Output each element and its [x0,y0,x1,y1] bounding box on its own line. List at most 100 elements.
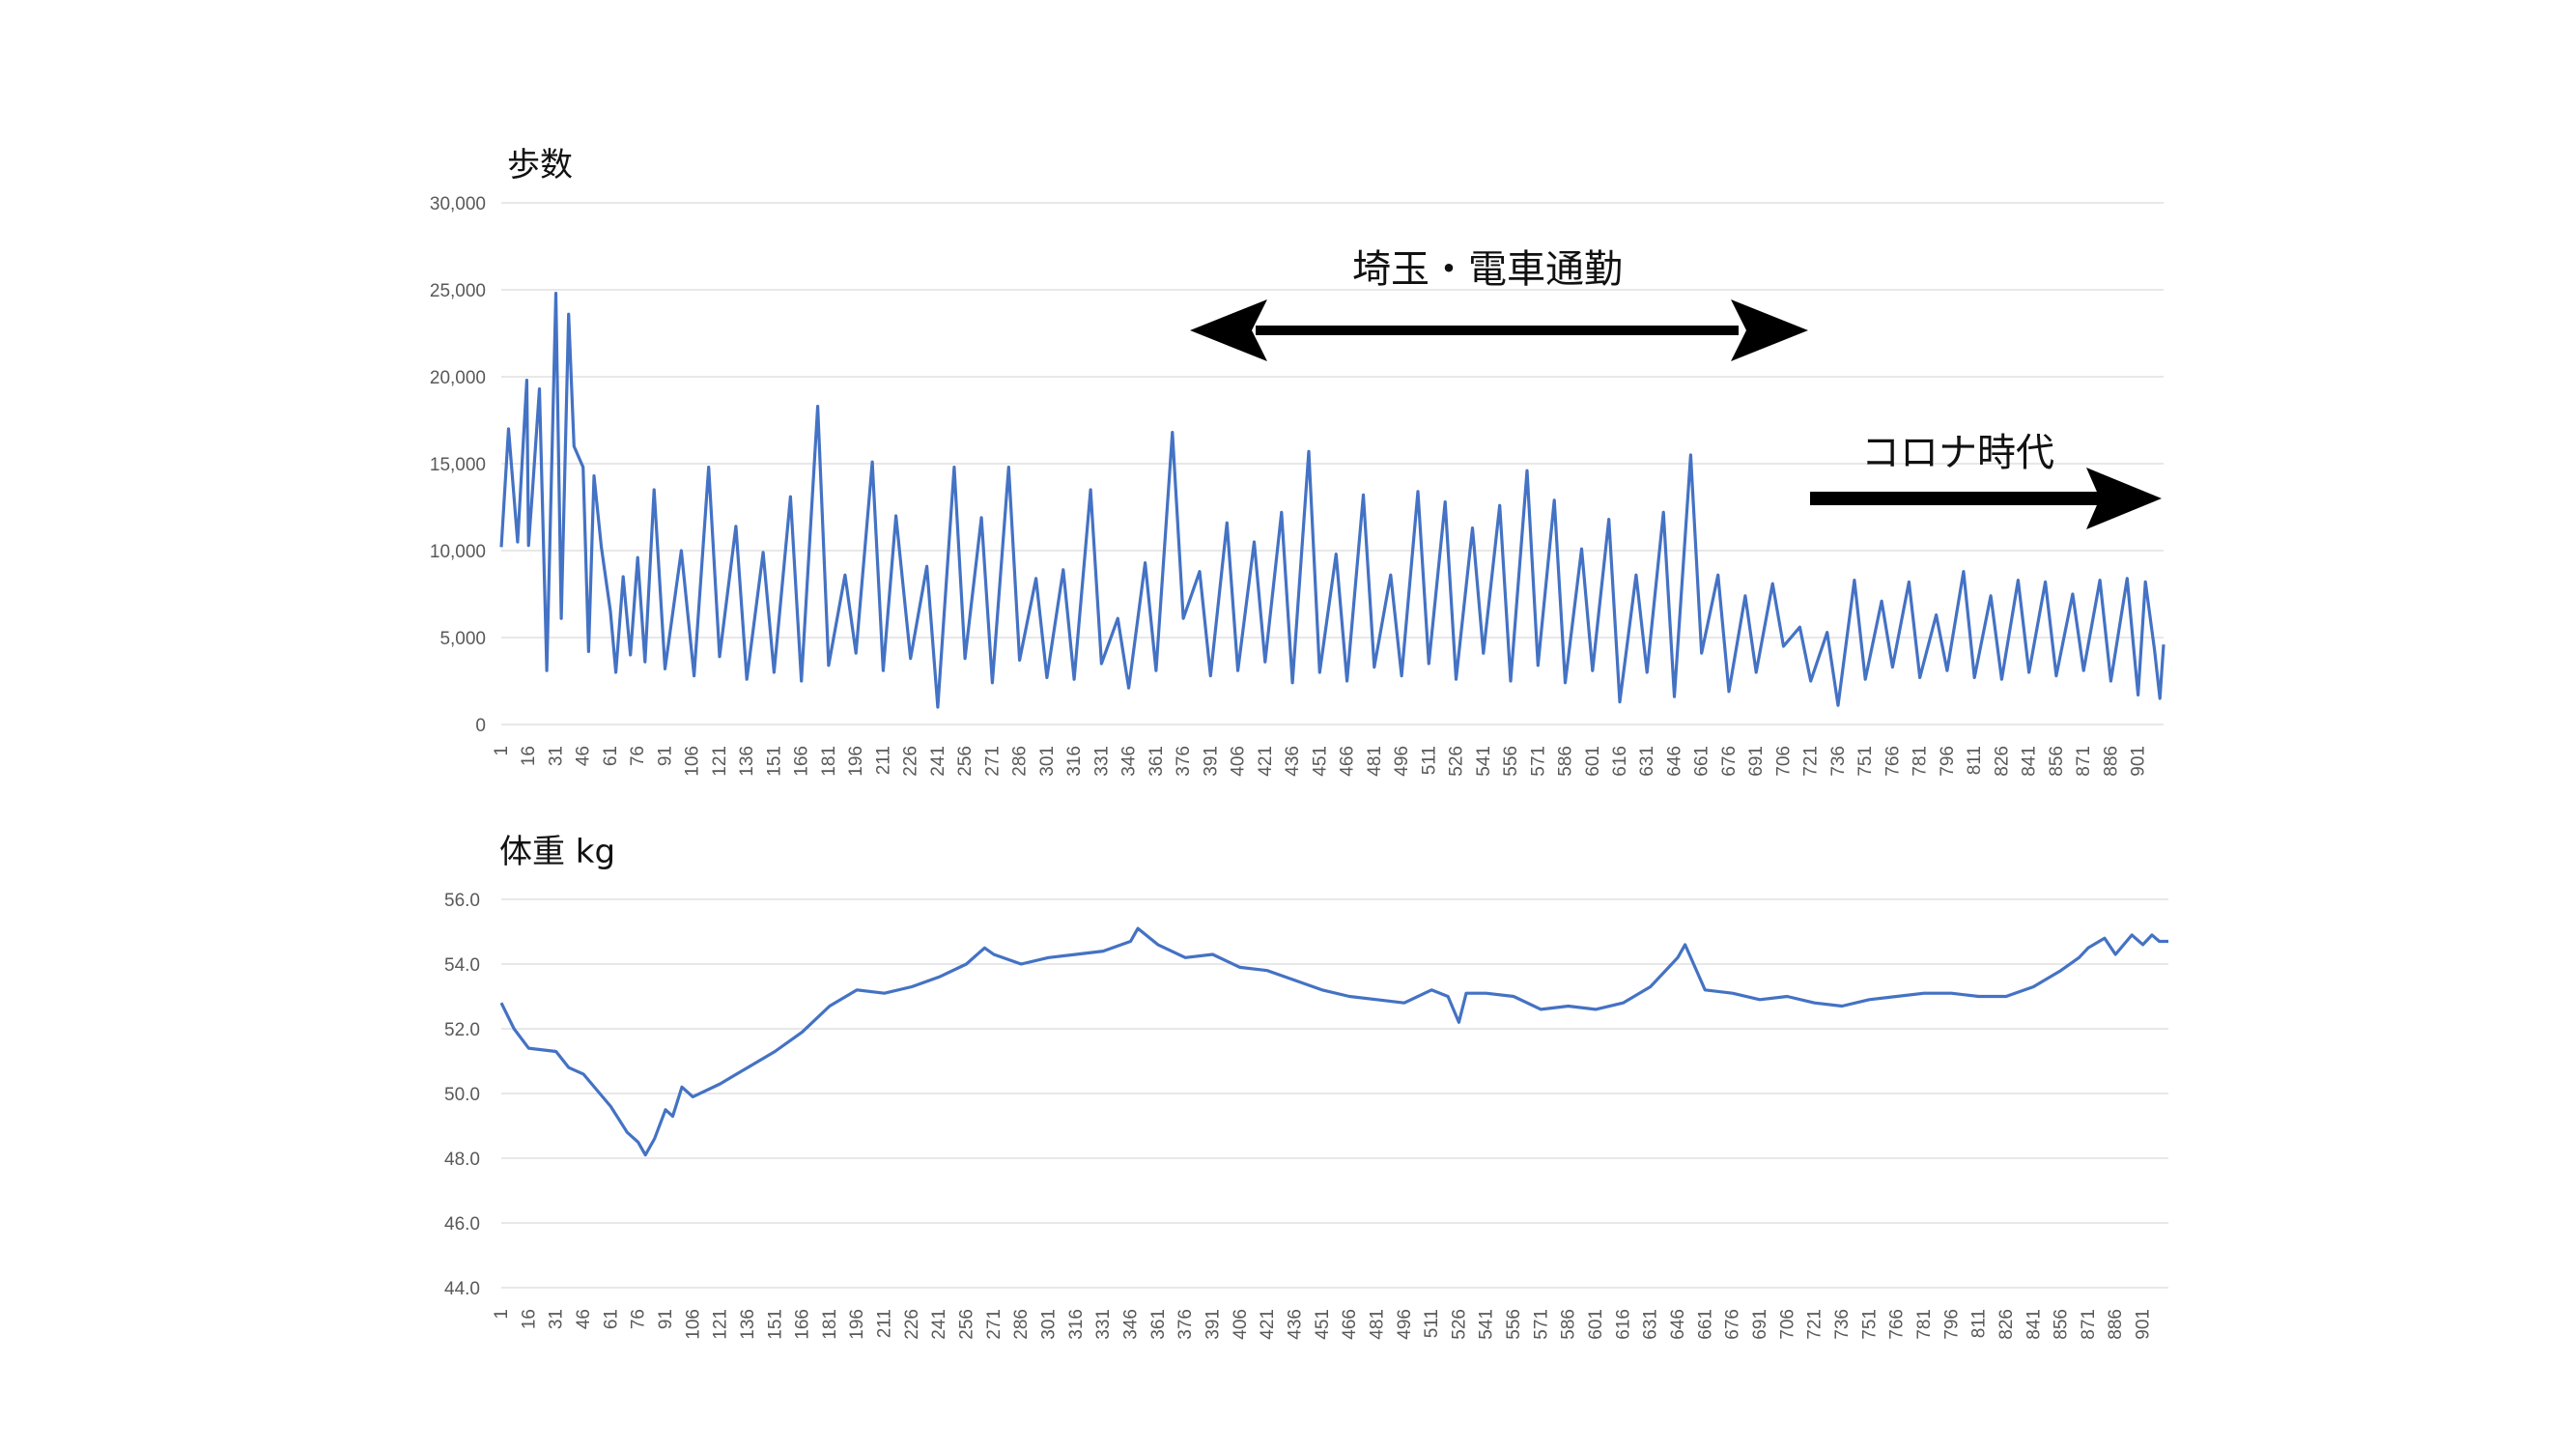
x-tick-label: 466 [1340,1309,1360,1340]
x-tick-label: 16 [519,746,539,766]
weight-chart-title: 体重 kg [499,833,615,871]
y-tick-label: 25,000 [430,281,486,301]
x-tick-label: 346 [1119,746,1140,777]
x-tick-label: 181 [819,746,839,777]
x-tick-label: 106 [683,1309,703,1340]
x-tick-label: 481 [1365,746,1385,777]
x-tick-label: 181 [820,1309,840,1340]
x-tick-label: 391 [1203,1309,1223,1340]
x-tick-label: 166 [792,746,812,777]
y-tick-label: 15,000 [430,455,486,475]
x-tick-label: 751 [1859,1309,1880,1340]
x-tick-label: 661 [1692,746,1713,777]
x-tick-label: 616 [1610,746,1630,777]
y-tick-label: 0 [475,716,486,736]
x-tick-label: 901 [2129,746,2149,777]
x-tick-label: 721 [1801,746,1822,777]
x-tick-label: 121 [711,1309,731,1340]
x-tick-label: 886 [2101,746,2121,777]
x-tick-label: 781 [1914,1309,1935,1340]
x-tick-label: 286 [1011,1309,1032,1340]
x-tick-label: 331 [1093,1309,1114,1340]
steps-series-line [499,292,2166,709]
x-tick-label: 496 [1395,1309,1415,1340]
x-tick-label: 271 [984,1309,1005,1340]
x-tick-label: 46 [574,746,594,766]
x-tick-label: 826 [1996,1309,2017,1340]
x-tick-label: 526 [1449,1309,1469,1340]
x-tick-label: 61 [601,1309,621,1329]
x-tick-label: 61 [601,746,621,766]
x-tick-label: 841 [2024,1309,2044,1340]
x-tick-label: 871 [2079,1309,2099,1340]
x-tick-label: 136 [737,746,757,777]
x-tick-label: 586 [1556,746,1576,777]
x-tick-label: 556 [1501,746,1521,777]
x-tick-label: 631 [1641,1309,1661,1340]
y-tick-label: 44.0 [444,1279,480,1299]
x-tick-label: 256 [957,1309,977,1340]
x-tick-label: 226 [902,1309,922,1340]
x-tick-label: 751 [1855,746,1876,777]
x-tick-label: 421 [1256,746,1276,777]
x-tick-label: 841 [2020,746,2040,777]
steps-x-axis: 1 16 31 46 61 76 91 106 121 136 151 166 181 196 211 226… [492,746,2149,777]
x-tick-label: 91 [655,746,675,766]
x-tick-label: 136 [738,1309,758,1340]
y-tick-label: 5,000 [439,629,486,649]
x-tick-label: 466 [1338,746,1358,777]
weight-chart: 体重 kg 44.0 46.0 48.0 50.0 52.0 54.0 56.0 1 16 31… [444,833,2168,1340]
annotation-commute-label: 埼玉・電車通勤 [1352,247,1623,292]
x-tick-label: 361 [1148,1309,1169,1340]
steps-chart-title: 歩数 [507,146,573,185]
x-tick-label: 151 [765,1309,785,1340]
x-tick-label: 301 [1037,746,1058,777]
steps-chart: 歩数 05,00010,00015,00020,00025,00030,000 … [430,146,2166,777]
x-tick-label: 646 [1664,746,1684,777]
x-tick-label: 541 [1474,746,1494,777]
annotation-corona-label: コロナ時代 [1861,431,2054,475]
x-tick-label: 421 [1258,1309,1278,1340]
x-tick-label: 391 [1201,746,1221,777]
x-tick-label: 241 [928,746,948,777]
x-tick-label: 196 [847,1309,867,1340]
x-tick-label: 121 [710,746,730,777]
x-tick-label: 691 [1746,746,1767,777]
x-tick-label: 811 [1965,746,1985,775]
x-tick-label: 226 [901,746,921,777]
x-tick-label: 271 [982,746,1003,777]
weight-y-axis: 44.0 46.0 48.0 50.0 52.0 54.0 56.0 [444,891,480,1299]
y-tick-label: 56.0 [444,891,480,911]
x-tick-label: 406 [1229,746,1249,777]
x-tick-label: 601 [1583,746,1603,777]
x-tick-label: 346 [1120,1309,1141,1340]
x-tick-label: 106 [683,746,703,777]
x-tick-label: 256 [955,746,976,777]
x-tick-label: 361 [1146,746,1167,777]
x-tick-label: 571 [1528,746,1548,777]
x-tick-label: 1 [492,1309,512,1320]
x-tick-label: 1 [492,746,512,756]
x-tick-label: 901 [2134,1309,2154,1340]
x-tick-label: 811 [1969,1309,1990,1338]
x-tick-label: 856 [2047,746,2067,777]
x-tick-label: 706 [1773,746,1794,777]
x-tick-label: 691 [1750,1309,1770,1340]
x-tick-label: 571 [1531,1309,1551,1340]
x-tick-label: 766 [1887,1309,1908,1340]
y-tick-label: 46.0 [444,1214,480,1235]
x-tick-label: 436 [1285,1309,1305,1340]
x-tick-label: 376 [1174,746,1194,777]
x-tick-label: 796 [1941,1309,1962,1340]
y-tick-label: 10,000 [430,542,486,562]
y-tick-label: 52.0 [444,1020,480,1040]
x-tick-label: 46 [574,1309,594,1329]
x-tick-label: 211 [873,746,893,775]
x-tick-label: 886 [2106,1309,2126,1340]
x-tick-label: 211 [875,1309,895,1338]
weight-x-axis: 1 16 31 46 61 76 91 106 121 136 151 166 181 196 211 226… [492,1309,2154,1340]
x-tick-label: 511 [1419,746,1439,775]
x-tick-label: 316 [1066,1309,1087,1340]
x-tick-label: 31 [546,746,566,766]
